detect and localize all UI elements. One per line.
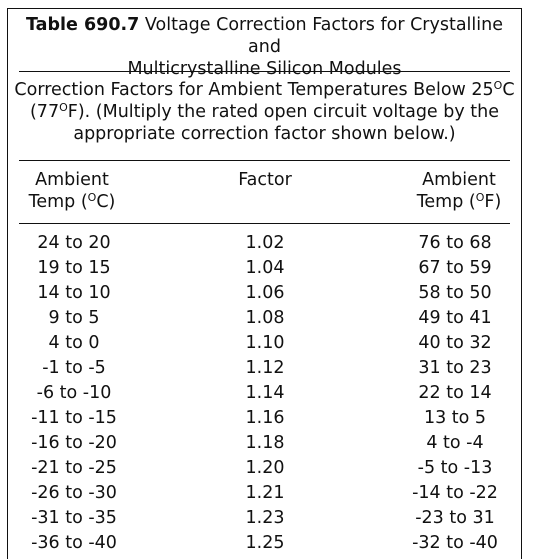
degree-mark: O [59,101,68,114]
header-text: Temp ( [416,192,476,212]
table-row: 24 to 20 1.02 76 to 68 [8,231,521,256]
cell-fahrenheit: -14 to -22 [412,483,498,503]
table-row: -31 to -35 1.23 -23 to 31 [8,506,521,531]
table-row: -1 to -5 1.12 31 to 23 [8,356,521,381]
cell-factor: 1.10 [245,333,285,353]
cell-factor: 1.20 [245,458,285,478]
cell-celsius: -31 to -35 [31,508,117,528]
header-celsius-line-1: Ambient [35,170,109,190]
cell-celsius: -26 to -30 [31,483,117,503]
subheading-unit: C [502,80,515,100]
cell-fahrenheit: 13 to 5 [423,408,487,428]
cell-celsius: 19 to 15 [37,258,111,278]
cell-fahrenheit: 31 to 23 [418,358,492,378]
table-title: Table 690.7 Voltage Correction Factors f… [8,14,521,80]
title-line-1: Table 690.7 Voltage Correction Factors f… [14,14,515,58]
cell-fahrenheit: 49 to 41 [418,308,492,328]
cell-fahrenheit: -5 to -13 [417,458,493,478]
degree-mark: O [493,79,503,92]
cell-celsius: 24 to 20 [37,233,111,253]
cell-factor: 1.06 [245,283,285,303]
table-number: Table 690.7 [26,15,140,35]
cell-factor: 1.08 [245,308,285,328]
cell-factor: 1.14 [245,383,285,403]
table-row: 4 to 0 1.10 40 to 32 [8,331,521,356]
header-text: Temp ( [28,192,88,212]
degree-mark: O [475,191,485,204]
divider-top [19,71,510,72]
table-row: -11 to -15 1.16 13 to 5 [8,406,521,431]
header-factor: Factor [238,170,292,190]
subheading-line-2: (77OF). (Multiply the rated open circuit… [14,101,515,123]
cell-celsius: 9 to 5 [48,308,100,328]
cell-factor: 1.16 [245,408,285,428]
subheading-text: (77 [29,102,60,122]
cell-factor: 1.02 [245,233,285,253]
cell-factor: 1.18 [245,433,285,453]
cell-fahrenheit: 4 to -4 [426,433,484,453]
divider-middle [19,160,510,161]
header-unit: C) [96,192,116,212]
cell-celsius: -6 to -10 [36,383,112,403]
table-row: -21 to -25 1.20 -5 to -13 [8,456,521,481]
cell-factor: 1.21 [245,483,285,503]
cell-celsius: 14 to 10 [37,283,111,303]
cell-factor: 1.23 [245,508,285,528]
cell-factor: 1.04 [245,258,285,278]
cell-celsius: 4 to 0 [48,333,100,353]
cell-factor: 1.25 [245,533,285,553]
cell-fahrenheit: 22 to 14 [418,383,492,403]
cell-fahrenheit: -32 to -40 [412,533,498,553]
cell-celsius: -36 to -40 [31,533,117,553]
cell-fahrenheit: -23 to 31 [415,508,495,528]
header-fahrenheit: Ambient Temp (OF) [409,169,509,213]
table-row: 14 to 10 1.06 58 to 50 [8,281,521,306]
cell-fahrenheit: 58 to 50 [418,283,492,303]
degree-mark: O [87,191,97,204]
cell-fahrenheit: 76 to 68 [418,233,492,253]
title-text: Voltage Correction Factors for Crystalli… [139,15,503,57]
header-celsius-line-2: Temp (OC) [22,191,122,213]
divider-header [19,223,510,224]
cell-celsius: -1 to -5 [42,358,106,378]
table-body: 24 to 20 1.02 76 to 68 19 to 15 1.04 67 to 5… [8,231,521,556]
header-fahrenheit-line-2: Temp (OF) [409,191,509,213]
table-subheading: Correction Factors for Ambient Temperatu… [14,79,515,145]
subheading-text: Correction Factors for Ambient Temperatu… [14,80,494,100]
table-row: -36 to -40 1.25 -32 to -40 [8,531,521,556]
table-frame: Table 690.7 Voltage Correction Factors f… [7,8,522,559]
header-fahrenheit-line-1: Ambient [422,170,496,190]
cell-celsius: -21 to -25 [31,458,117,478]
table-row: 19 to 15 1.04 67 to 59 [8,256,521,281]
table-row: -16 to -20 1.18 4 to -4 [8,431,521,456]
cell-fahrenheit: 40 to 32 [418,333,492,353]
header-unit: F) [484,192,502,212]
cell-celsius: -11 to -15 [31,408,117,428]
title-line-2: Multicrystalline Silicon Modules [127,59,402,79]
cell-fahrenheit: 67 to 59 [418,258,492,278]
table-row: -6 to -10 1.14 22 to 14 [8,381,521,406]
cell-factor: 1.12 [245,358,285,378]
table-row: -26 to -30 1.21 -14 to -22 [8,481,521,506]
subheading-line-1: Correction Factors for Ambient Temperatu… [14,79,515,101]
cell-celsius: -16 to -20 [31,433,117,453]
table-row: 9 to 5 1.08 49 to 41 [8,306,521,331]
subheading-text: F). (Multiply the rated open circuit vol… [67,102,500,122]
subheading-line-3: appropriate correction factor shown belo… [73,124,456,144]
header-celsius: Ambient Temp (OC) [22,169,122,213]
